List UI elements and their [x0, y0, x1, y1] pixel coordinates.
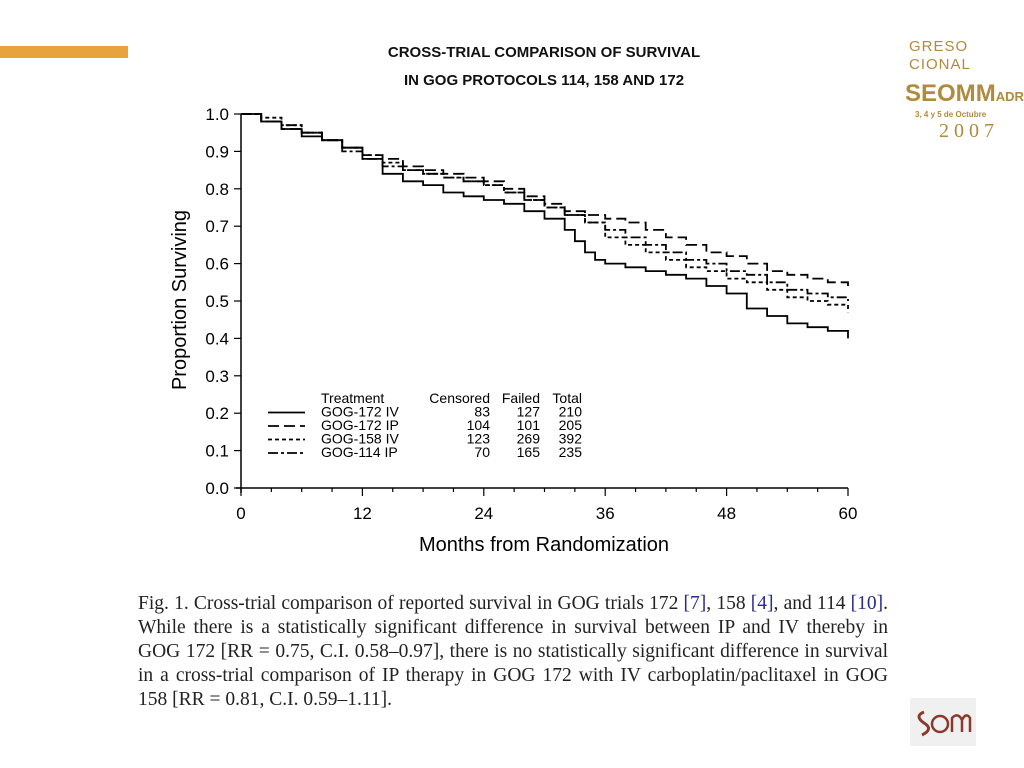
legend-total-0: 210 [559, 404, 583, 420]
legend-total-1: 205 [559, 417, 583, 433]
chart-legend: Treatment Censored Failed Total GOG-172 IV 83… [268, 390, 582, 460]
survival-chart: CROSS-TRIAL COMPARISON OF SURVIVAL IN GO… [169, 44, 857, 556]
figure-caption: Fig. 1. Cross-trial comparison of report… [138, 592, 888, 712]
legend-censored-3: 70 [474, 444, 490, 460]
logo-line-2: CIONAL [909, 56, 971, 73]
legend-name-3: GOG-114 IP [321, 444, 398, 460]
legend-header-total: Total [552, 390, 582, 406]
caption-ref-7[interactable]: [7] [683, 593, 707, 614]
y-tick-label-5: 0.5 [205, 292, 229, 311]
logo-city: ADRID [995, 89, 1024, 104]
legend-total-3: 235 [559, 444, 583, 460]
caption-text-4: . While there is a statistically signifi… [138, 593, 889, 710]
legend-censored-0: 83 [474, 404, 490, 420]
legend-failed-3: 165 [517, 444, 541, 460]
y-tick-label-4: 0.4 [205, 329, 229, 348]
x-tick-label-4: 48 [717, 504, 736, 523]
chart-axes: 0.0 0.1 0.2 0.3 0.4 0.5 0.6 0.7 0.8 0.9 1.0 0 12 24 36… [205, 105, 857, 523]
caption-ref-4[interactable]: [4] [750, 593, 774, 614]
y-tick-label-10: 1.0 [205, 105, 229, 124]
x-tick-label-3: 36 [596, 504, 615, 523]
y-tick-label-3: 0.3 [205, 367, 229, 386]
x-tick-label-0: 0 [236, 504, 245, 523]
x-axis-title: Months from Randomization [419, 534, 669, 556]
accent-bar [0, 46, 128, 58]
x-tick-label-2: 24 [474, 504, 493, 523]
series-line-gog-172-iv [241, 113, 849, 339]
chart-panel [128, 0, 908, 768]
x-tick-label-5: 60 [839, 504, 858, 523]
logo-dates: 3, 4 y 5 de Octubre [915, 110, 987, 119]
y-tick-label-7: 0.7 [205, 217, 229, 236]
caption-text-1: Fig. 1. Cross-trial comparison of report… [138, 593, 684, 614]
logo-city-initial: M [975, 80, 996, 107]
logo-line-3: SEOMMADRID [905, 80, 1024, 108]
chart-title-line-1: CROSS-TRIAL COMPARISON OF SURVIVAL [388, 44, 700, 61]
y-tick-label-8: 0.8 [205, 180, 229, 199]
legend-header-censored: Censored [429, 390, 490, 406]
legend-total-2: 392 [559, 431, 583, 447]
logo-seom: SEOM [905, 80, 976, 107]
x-tick-label-1: 12 [353, 504, 372, 523]
chart-title-line-2: IN GOG PROTOCOLS 114, 158 AND 172 [404, 72, 684, 89]
legend-censored-1: 104 [467, 417, 491, 433]
y-tick-label-0: 0.0 [205, 479, 229, 498]
legend-censored-2: 123 [467, 431, 491, 447]
y-tick-label-2: 0.2 [205, 404, 229, 423]
legend-header-failed: Failed [502, 390, 540, 406]
legend-failed-1: 101 [517, 417, 541, 433]
y-tick-label-9: 0.9 [205, 142, 229, 161]
caption-ref-10[interactable]: [10] [850, 593, 884, 614]
caption-text-2: , 158 [706, 593, 751, 614]
logo-line-1: GRESO [909, 38, 969, 55]
legend-name-2: GOG-158 IV [321, 431, 399, 447]
y-tick-label-6: 0.6 [205, 255, 229, 274]
y-tick-label-1: 0.1 [205, 442, 229, 461]
legend-name-1: GOG-172 IP [321, 417, 399, 433]
logo-year: 2007 [939, 120, 999, 142]
legend-header-treatment: Treatment [321, 390, 384, 406]
seom-logo-icon [910, 698, 976, 746]
legend-failed-2: 269 [517, 431, 541, 447]
legend-name-0: GOG-172 IV [321, 404, 399, 420]
y-axis-title: Proportion Surviving [169, 210, 191, 390]
legend-failed-0: 127 [517, 404, 541, 420]
caption-text-3: , and 114 [773, 593, 851, 614]
chart-series [241, 113, 849, 339]
congress-logo: GRESO CIONAL SEOMMADRID 3, 4 y 5 de Octu… [905, 32, 1024, 142]
series-line-gog-114-ip [241, 113, 849, 301]
